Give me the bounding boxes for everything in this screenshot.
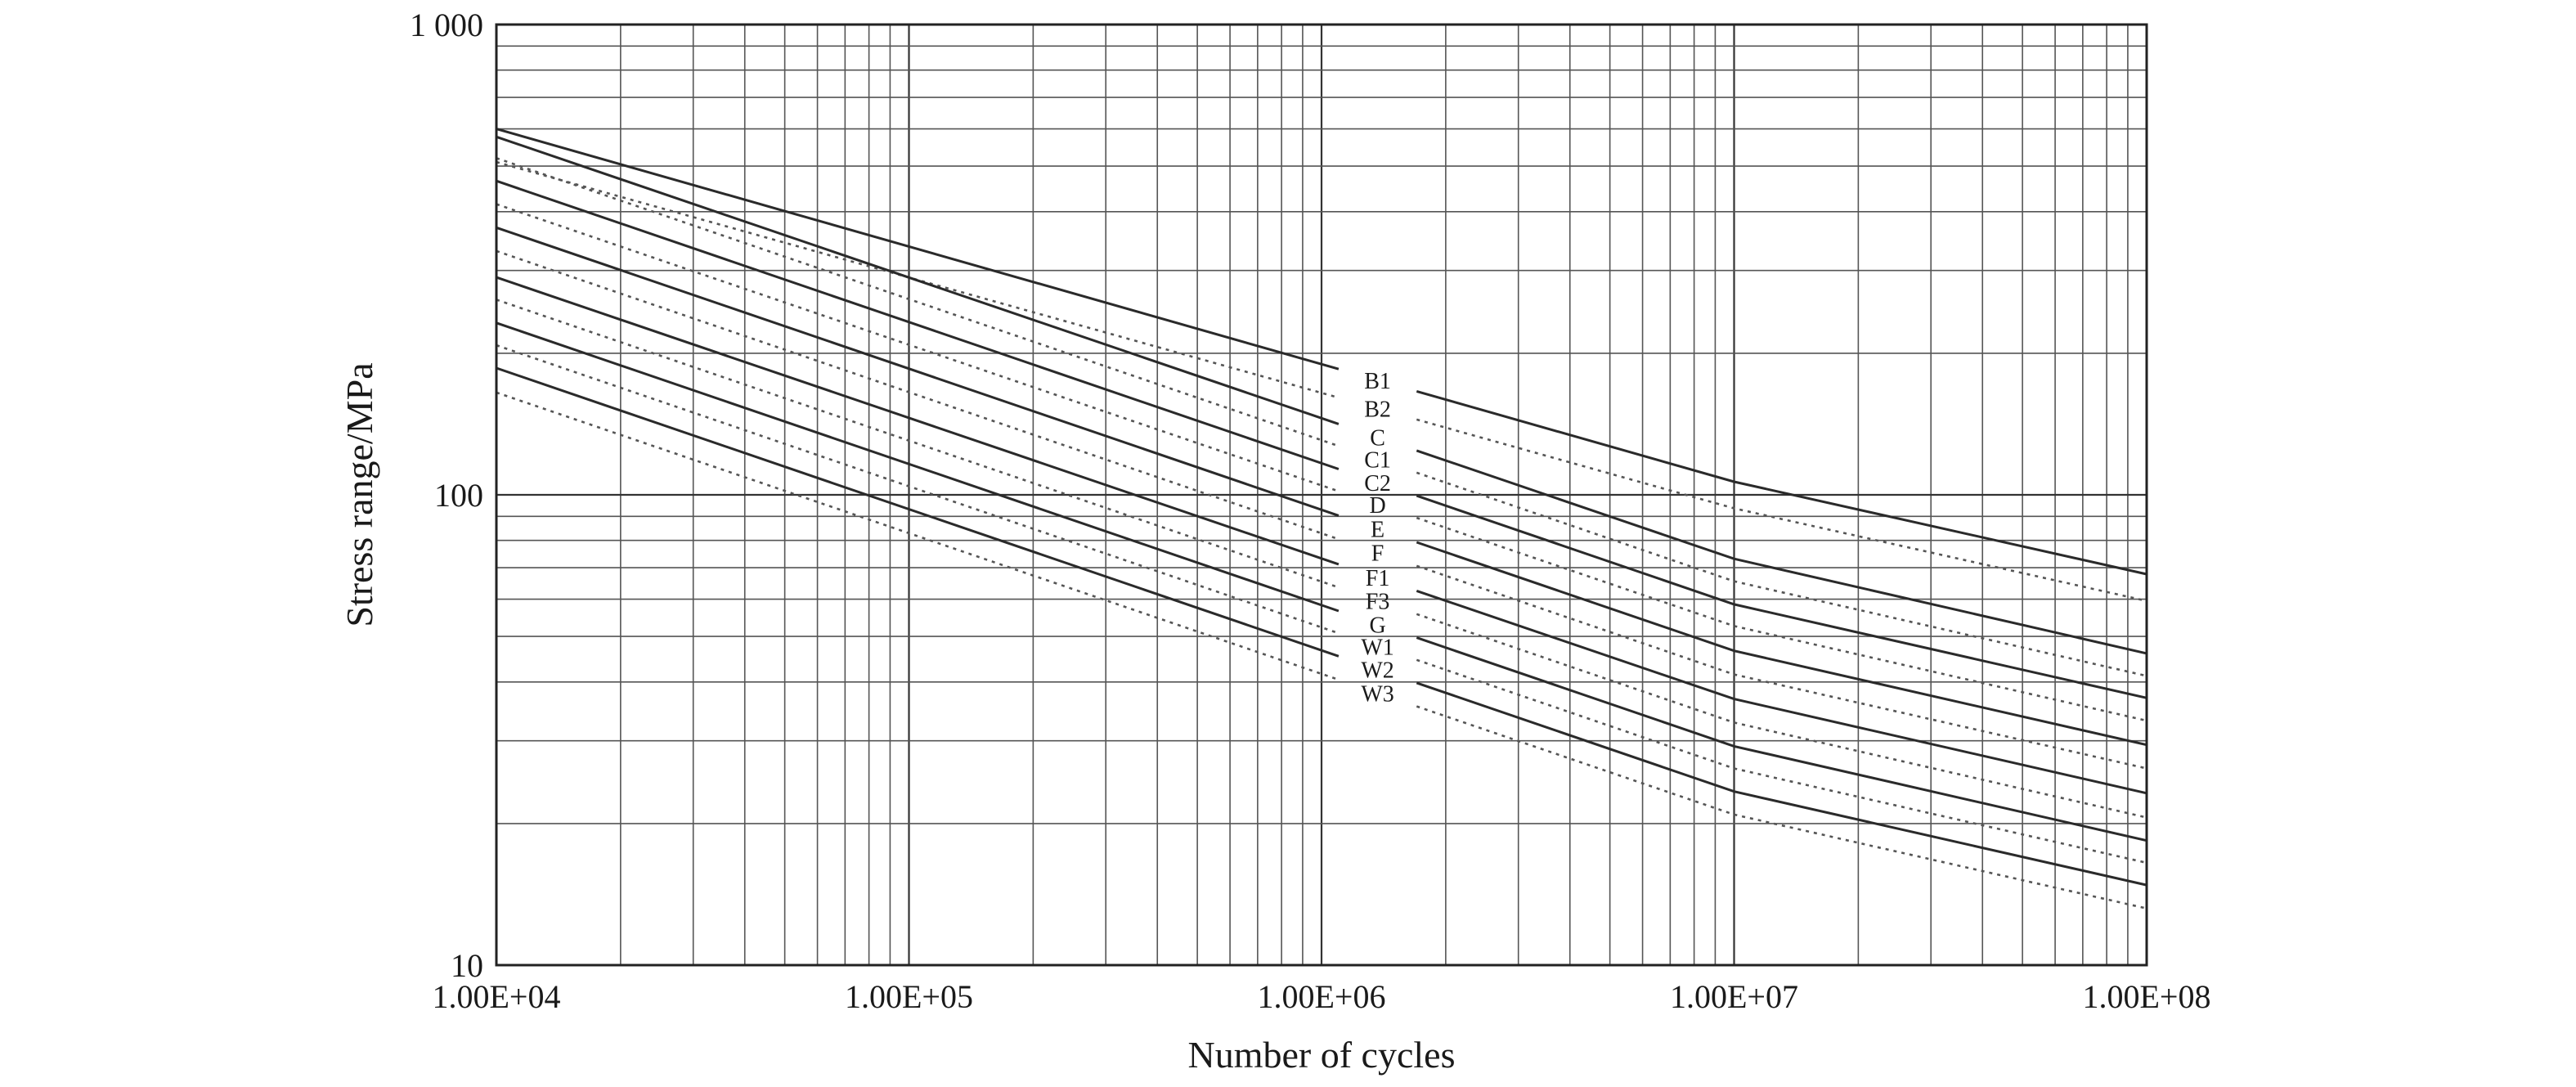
y-tick-label: 10 [451, 947, 483, 984]
series-line-d [1416, 516, 2147, 722]
series-label-w2: W2 [1361, 658, 1393, 684]
series-label-w3: W3 [1361, 681, 1393, 707]
series-label-f1: F1 [1366, 566, 1390, 591]
series-line-b1 [496, 128, 1340, 371]
plot-frame [495, 23, 2148, 967]
x-tick-label: 1.00E+07 [1670, 978, 1798, 1015]
y-tick-labels: 10 100 1 000 [410, 7, 483, 984]
y-tick-label: 1 000 [410, 7, 483, 43]
series-line-c1 [496, 157, 1340, 447]
series-label-d: D [1369, 493, 1385, 519]
series-label-b2: B2 [1364, 398, 1391, 423]
series-line-f3 [1416, 613, 2147, 819]
x-tick-label: 1.00E+04 [433, 978, 561, 1015]
series-line-c2 [496, 179, 1340, 470]
series-line-f3 [496, 299, 1340, 589]
series-line-e [496, 226, 1340, 517]
x-tick-label: 1.00E+05 [845, 978, 973, 1015]
x-tick-label: 1.00E+08 [2083, 978, 2211, 1015]
series-line-f1 [1416, 589, 2147, 795]
series-line-c2 [1416, 494, 2147, 699]
series-line-c [1416, 449, 2147, 655]
x-axis-title: Number of cycles [1188, 1034, 1456, 1076]
x-tick-label: 1.00E+06 [1258, 978, 1386, 1015]
series-label-w1: W1 [1361, 635, 1393, 660]
series-line-w1 [496, 344, 1340, 635]
series-label-g: G [1369, 613, 1385, 638]
series-label-b1: B1 [1364, 369, 1391, 394]
series-line-w2 [496, 366, 1340, 658]
series-line-f [496, 249, 1340, 541]
series-line-w1 [1416, 658, 2147, 865]
series-line-g [1416, 636, 2147, 842]
series-lines [496, 128, 2147, 910]
series-line-f [1416, 564, 2147, 770]
y-tick-label: 100 [434, 477, 483, 514]
series-label-f3: F3 [1366, 589, 1390, 614]
series-line-f1 [496, 276, 1340, 566]
grid [495, 25, 2147, 967]
x-tick-labels: 1.00E+04 1.00E+05 1.00E+06 1.00E+07 1.00E+08 [433, 978, 2211, 1015]
series-line-d [496, 203, 1340, 492]
series-line-e [1416, 541, 2147, 747]
series-label-f: F [1371, 541, 1384, 566]
series-line-b1 [1416, 389, 2147, 576]
series-line-g [496, 321, 1340, 613]
series-line-b2 [496, 160, 1340, 399]
series-line-w3 [496, 391, 1340, 681]
series-line-b2 [1416, 418, 2147, 602]
series-line-w3 [1416, 705, 2147, 910]
series-label-c1: C1 [1364, 448, 1391, 474]
series-label-e: E [1371, 518, 1384, 543]
series-label-c: C [1370, 426, 1385, 451]
series-line-c1 [1416, 471, 2147, 677]
series-line-w2 [1416, 681, 2147, 887]
series-label-c2: C2 [1364, 471, 1391, 496]
series-line-c [496, 135, 1340, 425]
y-axis-title: Stress range/MPa [339, 362, 380, 627]
